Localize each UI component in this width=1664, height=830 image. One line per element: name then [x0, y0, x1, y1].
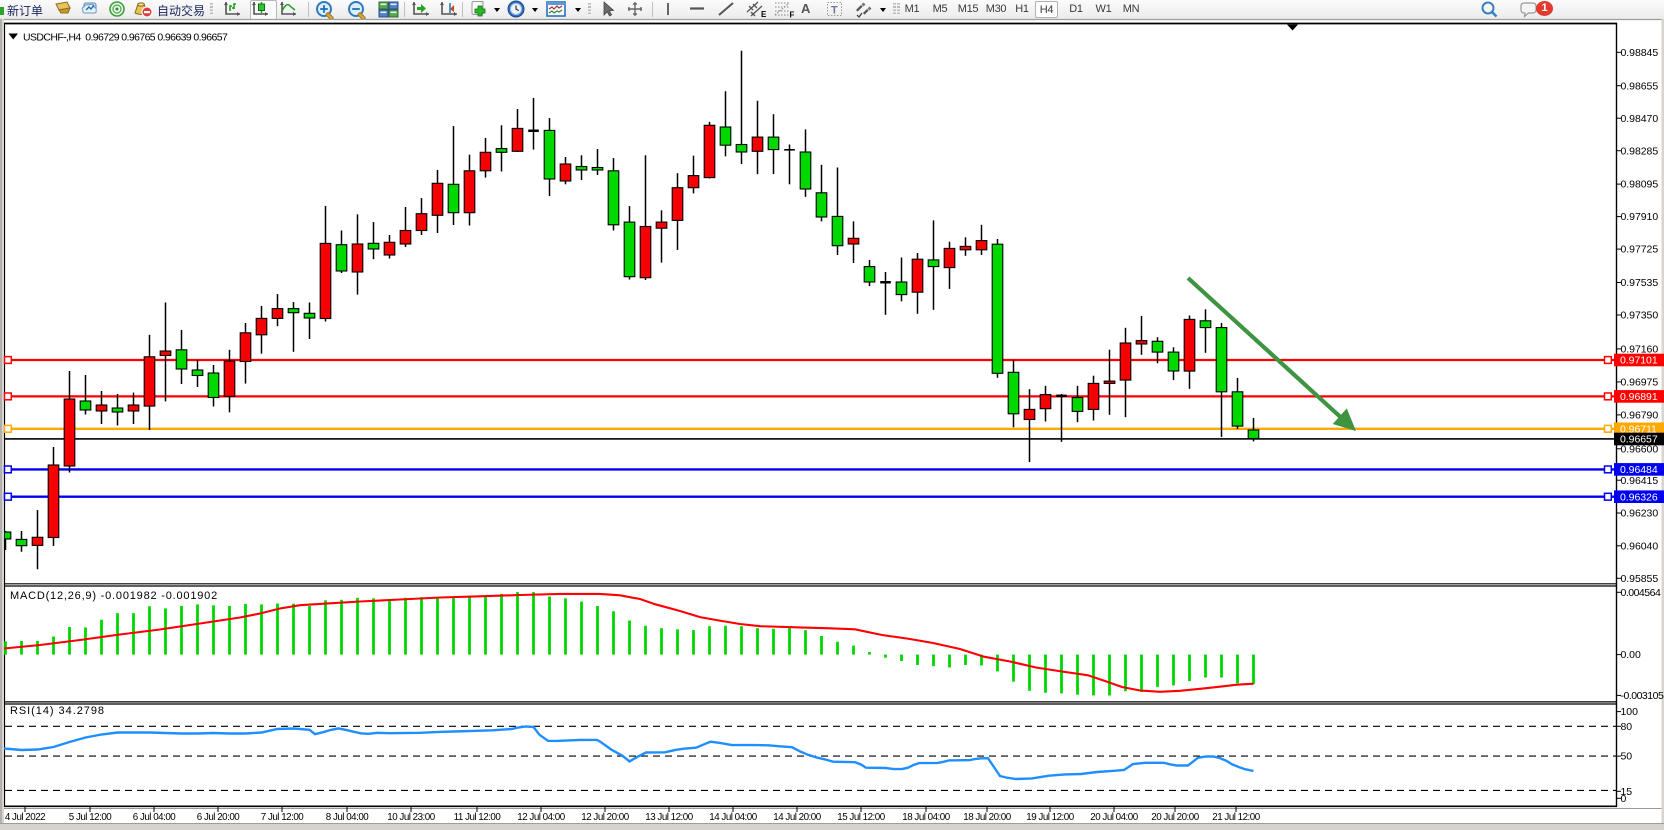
svg-text:18 Jul 04:00: 18 Jul 04:00: [902, 812, 950, 823]
svg-text:0.96975: 0.96975: [1621, 377, 1659, 389]
svg-text:0.96326: 0.96326: [1620, 491, 1658, 503]
svg-text:20 Jul 04:00: 20 Jul 04:00: [1090, 812, 1138, 823]
svg-text:MACD(12,26,9) -0.001982 -0.001: MACD(12,26,9) -0.001982 -0.001902: [10, 590, 218, 602]
svg-text:0.97350: 0.97350: [1621, 310, 1659, 322]
svg-text:0.97725: 0.97725: [1621, 244, 1659, 256]
svg-text:6 Jul 20:00: 6 Jul 20:00: [197, 812, 240, 823]
svg-text:0.98470: 0.98470: [1621, 113, 1659, 125]
svg-text:0.97160: 0.97160: [1621, 344, 1659, 356]
svg-text:21 Jul 12:00: 21 Jul 12:00: [1212, 812, 1260, 823]
svg-text:0.97535: 0.97535: [1621, 277, 1659, 289]
svg-text:0.98095: 0.98095: [1621, 179, 1659, 191]
svg-text:50: 50: [1621, 751, 1633, 763]
svg-text:5 Jul 12:00: 5 Jul 12:00: [69, 812, 112, 823]
svg-text:14 Jul 04:00: 14 Jul 04:00: [709, 812, 757, 823]
svg-text:0.96484: 0.96484: [1620, 464, 1658, 476]
svg-text:12 Jul 04:00: 12 Jul 04:00: [517, 812, 565, 823]
svg-text:18 Jul 20:00: 18 Jul 20:00: [963, 812, 1011, 823]
svg-text:0.96790: 0.96790: [1621, 410, 1659, 422]
svg-text:15: 15: [1621, 786, 1633, 798]
svg-text:0.004564: 0.004564: [1621, 587, 1661, 599]
svg-text:100: 100: [1621, 706, 1639, 718]
svg-text:19 Jul 12:00: 19 Jul 12:00: [1026, 812, 1074, 823]
svg-text:E: E: [761, 10, 767, 19]
svg-text:F: F: [790, 11, 795, 20]
svg-text:10 Jul 23:00: 10 Jul 23:00: [387, 812, 435, 823]
svg-text:80: 80: [1621, 721, 1633, 733]
svg-text:7 Jul 12:00: 7 Jul 12:00: [261, 812, 304, 823]
svg-text:13 Jul 12:00: 13 Jul 12:00: [645, 812, 693, 823]
svg-text:0.98285: 0.98285: [1621, 145, 1659, 157]
svg-text:T: T: [831, 5, 838, 17]
svg-text:0: 0: [1621, 793, 1627, 805]
svg-text:RSI(14) 34.2798: RSI(14) 34.2798: [10, 705, 105, 717]
svg-text:4 Jul 2022: 4 Jul 2022: [5, 812, 45, 823]
svg-text:6 Jul 04:00: 6 Jul 04:00: [133, 812, 176, 823]
svg-text:0.96657: 0.96657: [1620, 434, 1658, 446]
svg-text:0.96415: 0.96415: [1621, 475, 1659, 487]
svg-text:USDCHF-,H4 0.96729 0.96765 0.: USDCHF-,H4 0.96729 0.96765 0.96639 0.966…: [23, 32, 228, 44]
svg-text:0.96600: 0.96600: [1621, 443, 1659, 455]
svg-text:0.95855: 0.95855: [1621, 573, 1659, 585]
svg-text:0.98655: 0.98655: [1621, 80, 1659, 92]
svg-text:8 Jul 04:00: 8 Jul 04:00: [326, 812, 369, 823]
svg-text:0.96230: 0.96230: [1621, 508, 1659, 520]
svg-text:0.98845: 0.98845: [1621, 47, 1659, 59]
svg-text:0.96040: 0.96040: [1621, 540, 1659, 552]
svg-text:0.00: 0.00: [1621, 649, 1641, 661]
svg-text:12 Jul 20:00: 12 Jul 20:00: [581, 812, 629, 823]
svg-text:14 Jul 20:00: 14 Jul 20:00: [773, 812, 821, 823]
svg-text:15 Jul 12:00: 15 Jul 12:00: [837, 812, 885, 823]
svg-text:0.97101: 0.97101: [1620, 355, 1658, 367]
svg-text:20 Jul 20:00: 20 Jul 20:00: [1151, 812, 1199, 823]
svg-text:-0.003105: -0.003105: [1621, 690, 1664, 702]
svg-text:0.97910: 0.97910: [1621, 211, 1659, 223]
svg-text:0.96891: 0.96891: [1620, 391, 1658, 403]
svg-text:0.96711: 0.96711: [1620, 423, 1657, 435]
svg-text:11 Jul 12:00: 11 Jul 12:00: [454, 812, 502, 823]
